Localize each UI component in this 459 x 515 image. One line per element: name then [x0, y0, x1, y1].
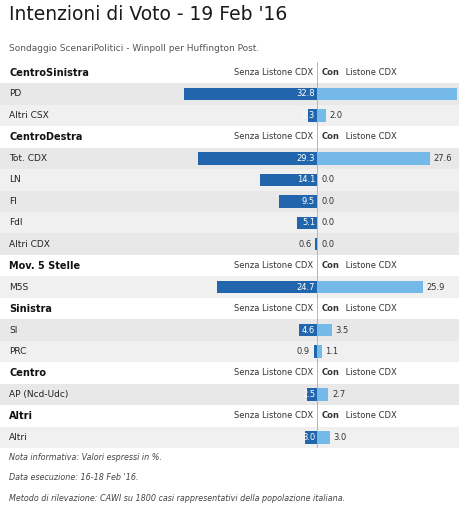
Text: Altri CSX: Altri CSX	[9, 111, 49, 120]
Bar	[317, 281, 422, 294]
Bar	[317, 152, 429, 165]
Text: LN: LN	[9, 175, 21, 184]
Bar	[0, 277, 459, 298]
Bar	[0, 233, 459, 255]
Text: Listone CDX: Listone CDX	[342, 411, 396, 420]
Text: Mov. 5 Stelle: Mov. 5 Stelle	[9, 261, 80, 271]
Text: Con: Con	[321, 132, 339, 142]
Text: FI: FI	[9, 197, 17, 206]
Text: 0.0: 0.0	[320, 197, 334, 206]
Bar	[307, 388, 317, 401]
Bar	[304, 431, 317, 443]
Text: Senza Listone CDX: Senza Listone CDX	[233, 132, 312, 142]
Text: 29.3: 29.3	[296, 154, 314, 163]
Text: Senza Listone CDX: Senza Listone CDX	[233, 304, 312, 313]
Bar	[0, 426, 459, 448]
Text: Sondaggio ScenariPolitici - Winpoll per Huffington Post.: Sondaggio ScenariPolitici - Winpoll per …	[9, 44, 259, 54]
Text: Senza Listone CDX: Senza Listone CDX	[233, 68, 312, 77]
Text: 4.6: 4.6	[301, 325, 314, 335]
Text: 14.1: 14.1	[296, 175, 314, 184]
Text: 0.9: 0.9	[296, 347, 309, 356]
Bar	[317, 88, 456, 100]
Text: AP (Ncd-Udc): AP (Ncd-Udc)	[9, 390, 68, 399]
Text: Listone CDX: Listone CDX	[342, 368, 396, 377]
Text: Listone CDX: Listone CDX	[342, 304, 396, 313]
Bar	[278, 195, 317, 208]
Bar	[298, 324, 317, 336]
Bar	[0, 169, 459, 191]
Text: M5S: M5S	[9, 283, 28, 291]
Text: 0.0: 0.0	[320, 239, 334, 249]
Text: Listone CDX: Listone CDX	[342, 132, 396, 142]
Text: 2.3: 2.3	[301, 111, 314, 120]
Text: Con: Con	[321, 261, 339, 270]
Text: 1.1: 1.1	[325, 347, 338, 356]
Text: 2.7: 2.7	[331, 390, 345, 399]
Text: Altri CDX: Altri CDX	[9, 239, 50, 249]
Text: Listone CDX: Listone CDX	[342, 261, 396, 270]
Bar	[317, 345, 321, 358]
Bar	[308, 109, 317, 122]
Text: 2.5: 2.5	[301, 390, 314, 399]
Text: FdI: FdI	[9, 218, 22, 227]
Text: 32.8: 32.8	[296, 90, 314, 98]
Text: Listone CDX: Listone CDX	[342, 68, 396, 77]
Bar	[296, 216, 317, 229]
Text: Con: Con	[321, 68, 339, 77]
Text: 25.9: 25.9	[425, 283, 444, 291]
Bar	[0, 191, 459, 212]
Text: 0.0: 0.0	[320, 218, 334, 227]
Bar	[314, 238, 317, 250]
Text: Intenzioni di Voto - 19 Feb '16: Intenzioni di Voto - 19 Feb '16	[9, 5, 287, 24]
Text: Senza Listone CDX: Senza Listone CDX	[233, 368, 312, 377]
Bar	[317, 388, 328, 401]
Bar	[0, 319, 459, 341]
Text: 27.6: 27.6	[432, 154, 451, 163]
Text: 0.6: 0.6	[297, 239, 311, 249]
Text: Nota informativa: Valori espressi in %.: Nota informativa: Valori espressi in %.	[9, 453, 162, 462]
Text: Data esecuzione: 16-18 Feb '16.: Data esecuzione: 16-18 Feb '16.	[9, 473, 139, 483]
Text: 5.1: 5.1	[301, 218, 314, 227]
Text: Con: Con	[321, 304, 339, 313]
Text: Senza Listone CDX: Senza Listone CDX	[233, 261, 312, 270]
Text: Tot. CDX: Tot. CDX	[9, 154, 47, 163]
Bar	[0, 384, 459, 405]
Text: 3.0: 3.0	[333, 433, 346, 442]
Bar	[0, 341, 459, 362]
Text: PD: PD	[9, 90, 22, 98]
Text: 2.0: 2.0	[329, 111, 341, 120]
Text: Metodo di rilevazione: CAWI su 1800 casi rappresentativi della popolazione itali: Metodo di rilevazione: CAWI su 1800 casi…	[9, 493, 345, 503]
Text: Altri: Altri	[9, 411, 33, 421]
Text: Altri: Altri	[9, 433, 28, 442]
Text: CentroDestra: CentroDestra	[9, 132, 83, 142]
Bar	[0, 105, 459, 126]
Text: Con: Con	[321, 411, 339, 420]
Text: 24.7: 24.7	[296, 283, 314, 291]
Text: Sinistra: Sinistra	[9, 303, 52, 314]
Text: 3.0: 3.0	[301, 433, 314, 442]
Bar	[216, 281, 317, 294]
Bar	[0, 212, 459, 233]
Bar	[317, 431, 329, 443]
Text: 3.5: 3.5	[335, 325, 348, 335]
Bar	[259, 174, 317, 186]
Bar	[0, 148, 459, 169]
Text: 9.5: 9.5	[301, 197, 314, 206]
Text: SI: SI	[9, 325, 17, 335]
Text: CentroSinistra: CentroSinistra	[9, 67, 89, 78]
Text: PRC: PRC	[9, 347, 27, 356]
Bar	[0, 83, 459, 105]
Text: 0.0: 0.0	[320, 175, 334, 184]
Text: Centro: Centro	[9, 368, 46, 378]
Bar	[317, 109, 325, 122]
Bar	[317, 324, 331, 336]
Bar	[183, 88, 317, 100]
Text: Con: Con	[321, 368, 339, 377]
Bar	[197, 152, 317, 165]
Bar	[313, 345, 317, 358]
Text: Senza Listone CDX: Senza Listone CDX	[233, 411, 312, 420]
